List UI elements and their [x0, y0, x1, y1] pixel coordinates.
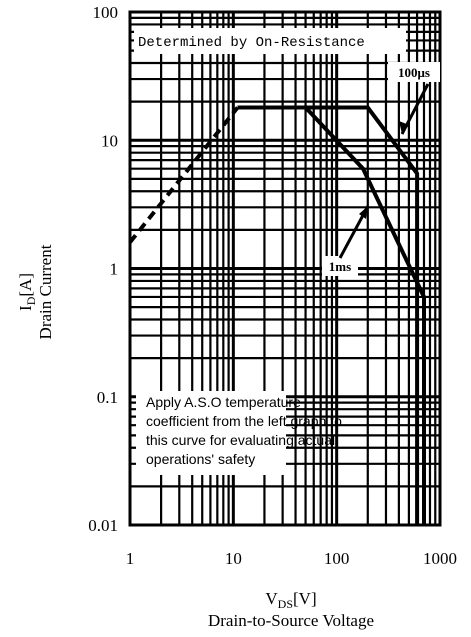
y-axis-title: ID[A] Drain Current [16, 244, 55, 339]
note-line: operations' safety [146, 451, 255, 467]
note-line: coefficient from the left graph to [146, 413, 342, 429]
x-tick-label: 1000 [423, 549, 457, 568]
y-tick-label: 100 [93, 3, 119, 22]
series-layer [128, 105, 426, 525]
arrow-1ms-head [359, 206, 368, 219]
note-box-bg [136, 391, 286, 475]
note-line: Apply A.S.O temperature [146, 394, 301, 410]
y-tick-label: 0.01 [88, 516, 118, 535]
tick-labels: 1 10 100 1000 100 10 1 0.1 0.01 [88, 3, 457, 568]
x-axis-title-line2: Drain-to-Source Voltage [208, 611, 374, 630]
series-line [128, 106, 240, 244]
on-resistance-label-bg [134, 28, 406, 54]
on-resistance-label: Determined by On-Resistance [138, 35, 365, 51]
y-tick-label: 1 [110, 260, 119, 279]
y-tick-label: 10 [101, 131, 118, 150]
x-tick-label: 100 [324, 549, 350, 568]
label-1ms-bg [322, 256, 358, 276]
series-line [237, 105, 426, 525]
x-tick-label: 1 [126, 549, 135, 568]
x-axis-title-line1: VDS[V] [265, 589, 316, 611]
label-1ms: 1ms [329, 259, 351, 274]
plot-frame [128, 10, 442, 527]
note-line: this curve for evaluating actual [146, 432, 335, 448]
y-axis-title-line2: Drain Current [36, 244, 55, 339]
y-axis-title-line1: ID[A] [16, 273, 38, 311]
label-100us-bg [388, 62, 440, 82]
annotations: Determined by On-Resistance Apply A.S.O t… [134, 28, 440, 475]
grid [128, 10, 442, 527]
arrow-100us-head [399, 121, 409, 134]
label-100us: 100μs [398, 65, 430, 80]
x-tick-label: 10 [225, 549, 242, 568]
y-tick-label: 0.1 [97, 388, 118, 407]
